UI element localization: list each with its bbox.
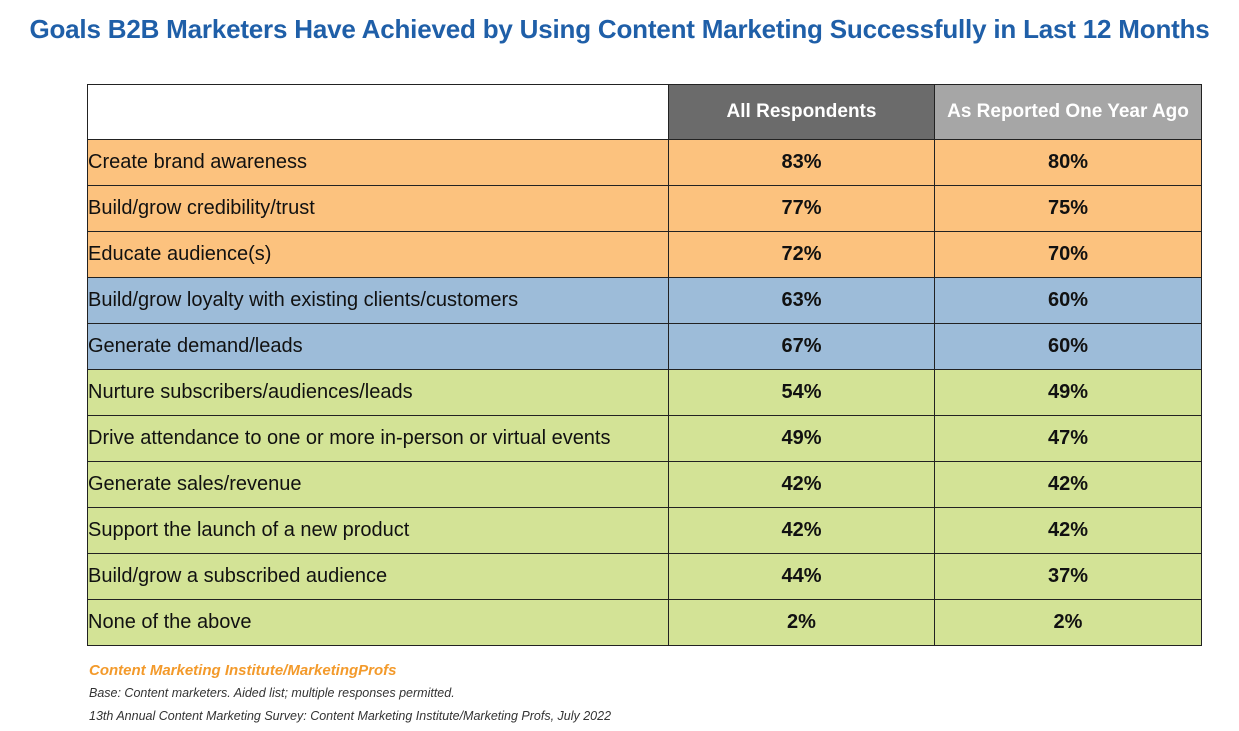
value-all-respondents: 42% bbox=[668, 461, 935, 508]
header-blank-cell bbox=[87, 84, 669, 140]
survey-note: 13th Annual Content Marketing Survey: Co… bbox=[89, 709, 612, 723]
table-row: Create brand awareness 83% 80% bbox=[87, 139, 1202, 186]
value-one-year-ago: 80% bbox=[934, 139, 1202, 186]
table-row: Nurture subscribers/audiences/leads 54% … bbox=[87, 369, 1202, 416]
source-credit: Content Marketing Institute/MarketingPro… bbox=[89, 662, 397, 679]
table-row: Build/grow a subscribed audience 44% 37% bbox=[87, 553, 1202, 600]
row-label: Generate demand/leads bbox=[87, 323, 669, 370]
value-one-year-ago: 60% bbox=[934, 277, 1202, 324]
column-header-one-year-ago: As Reported One Year Ago bbox=[934, 84, 1202, 140]
table-row: Generate demand/leads 67% 60% bbox=[87, 323, 1202, 370]
value-one-year-ago: 60% bbox=[934, 323, 1202, 370]
row-label: Create brand awareness bbox=[87, 139, 669, 186]
row-label: Build/grow credibility/trust bbox=[87, 185, 669, 232]
value-all-respondents: 2% bbox=[668, 599, 935, 646]
row-label: None of the above bbox=[87, 599, 669, 646]
table-row: Build/grow loyalty with existing clients… bbox=[87, 277, 1202, 324]
value-all-respondents: 83% bbox=[668, 139, 935, 186]
value-one-year-ago: 49% bbox=[934, 369, 1202, 416]
value-one-year-ago: 42% bbox=[934, 507, 1202, 554]
value-all-respondents: 54% bbox=[668, 369, 935, 416]
row-label: Support the launch of a new product bbox=[87, 507, 669, 554]
table-row: None of the above 2% 2% bbox=[87, 599, 1202, 646]
base-note: Base: Content marketers. Aided list; mul… bbox=[89, 686, 455, 700]
goals-table: All Respondents As Reported One Year Ago… bbox=[87, 84, 1202, 646]
value-all-respondents: 63% bbox=[668, 277, 935, 324]
value-all-respondents: 72% bbox=[668, 231, 935, 278]
value-all-respondents: 67% bbox=[668, 323, 935, 370]
value-one-year-ago: 42% bbox=[934, 461, 1202, 508]
row-label: Educate audience(s) bbox=[87, 231, 669, 278]
value-one-year-ago: 47% bbox=[934, 415, 1202, 462]
value-all-respondents: 49% bbox=[668, 415, 935, 462]
chart-title: Goals B2B Marketers Have Achieved by Usi… bbox=[29, 14, 1210, 44]
value-all-respondents: 44% bbox=[668, 553, 935, 600]
table-row: Educate audience(s) 72% 70% bbox=[87, 231, 1202, 278]
row-label: Build/grow a subscribed audience bbox=[87, 553, 669, 600]
column-header-all-respondents: All Respondents bbox=[668, 84, 935, 140]
row-label: Generate sales/revenue bbox=[87, 461, 669, 508]
value-one-year-ago: 70% bbox=[934, 231, 1202, 278]
value-one-year-ago: 2% bbox=[934, 599, 1202, 646]
table-body: Create brand awareness 83% 80% Build/gro… bbox=[87, 139, 1202, 646]
row-label: Build/grow loyalty with existing clients… bbox=[87, 277, 669, 324]
table-row: Generate sales/revenue 42% 42% bbox=[87, 461, 1202, 508]
value-one-year-ago: 75% bbox=[934, 185, 1202, 232]
value-one-year-ago: 37% bbox=[934, 553, 1202, 600]
value-all-respondents: 42% bbox=[668, 507, 935, 554]
table-header-row: All Respondents As Reported One Year Ago bbox=[87, 84, 1202, 140]
table-row: Build/grow credibility/trust 77% 75% bbox=[87, 185, 1202, 232]
table-row: Support the launch of a new product 42% … bbox=[87, 507, 1202, 554]
table-row: Drive attendance to one or more in-perso… bbox=[87, 415, 1202, 462]
row-label: Nurture subscribers/audiences/leads bbox=[87, 369, 669, 416]
row-label: Drive attendance to one or more in-perso… bbox=[87, 415, 669, 462]
value-all-respondents: 77% bbox=[668, 185, 935, 232]
